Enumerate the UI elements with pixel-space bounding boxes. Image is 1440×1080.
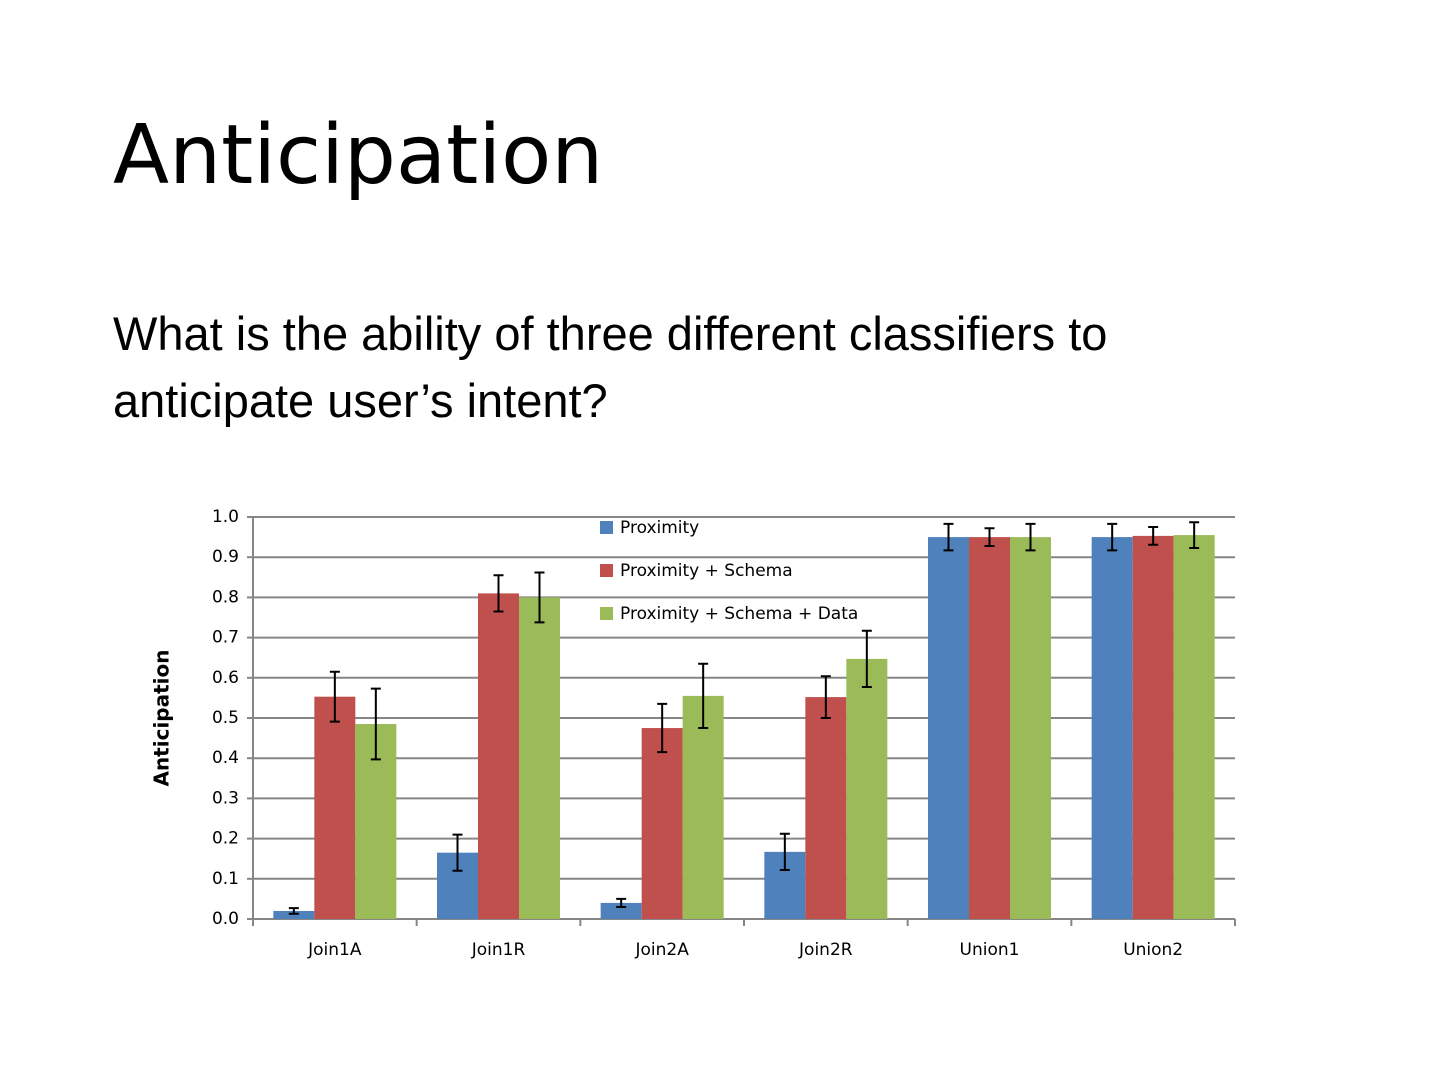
error-bar (1189, 521, 1200, 549)
bar (805, 697, 847, 919)
error-bar (820, 675, 831, 719)
error-bar (534, 571, 545, 624)
bar (1173, 535, 1215, 919)
legend-swatch (600, 607, 613, 620)
legend-swatch (600, 521, 613, 534)
y-tick-label: 0.9 (212, 547, 239, 567)
error-bar (616, 897, 627, 908)
bar (641, 728, 683, 919)
error-bar (1148, 526, 1159, 546)
y-tick-label: 0.7 (212, 628, 239, 648)
error-bar (493, 574, 504, 613)
bar (600, 902, 642, 919)
bar (682, 695, 724, 919)
y-axis-label: Anticipation (150, 649, 174, 786)
error-bar (861, 629, 872, 689)
y-tick-label: 0.4 (212, 748, 239, 768)
bar (928, 537, 969, 919)
slide-body: What is the ability of three different c… (113, 307, 1108, 427)
x-tick-label: Union2 (1123, 940, 1183, 960)
error-bar (329, 670, 340, 723)
legend-label: Proximity + Schema (620, 561, 793, 581)
bar (1091, 537, 1133, 919)
error-bar (370, 687, 381, 761)
y-tick-label: 1.0 (212, 507, 239, 527)
y-tick-label: 0.5 (212, 708, 239, 728)
slide-title: Anticipation (113, 108, 604, 203)
error-bar (984, 527, 995, 547)
bar (273, 910, 315, 919)
error-bar (288, 907, 299, 915)
y-tick-label: 0.3 (212, 788, 239, 808)
error-bar (698, 662, 709, 730)
bar (846, 658, 888, 919)
error-bar (1025, 522, 1036, 552)
x-tick-label: Join1A (307, 940, 362, 960)
x-tick-label: Union1 (960, 940, 1020, 960)
x-tick-label: Join2R (798, 940, 853, 960)
y-tick-label: 0.6 (212, 668, 239, 688)
y-tick-label: 0.1 (212, 869, 239, 889)
error-bar (657, 702, 668, 754)
bar (969, 537, 1010, 919)
bar (314, 696, 356, 919)
legend-label: Proximity + Schema + Data (620, 604, 858, 624)
error-bar (1107, 522, 1118, 552)
bar (1010, 537, 1051, 919)
bar (478, 593, 519, 919)
error-bar (779, 832, 790, 871)
x-tick-label: Join2A (634, 940, 689, 960)
y-tick-label: 0.2 (212, 829, 239, 849)
x-tick-label: Join1R (471, 940, 526, 960)
y-tick-label: 0.8 (212, 587, 239, 607)
bar (1132, 535, 1174, 919)
legend-swatch (600, 564, 613, 577)
error-bar (943, 522, 954, 552)
bar (519, 597, 560, 919)
error-bar (452, 833, 463, 872)
y-tick-label: 0.0 (212, 909, 239, 929)
legend-label: Proximity (620, 518, 699, 538)
